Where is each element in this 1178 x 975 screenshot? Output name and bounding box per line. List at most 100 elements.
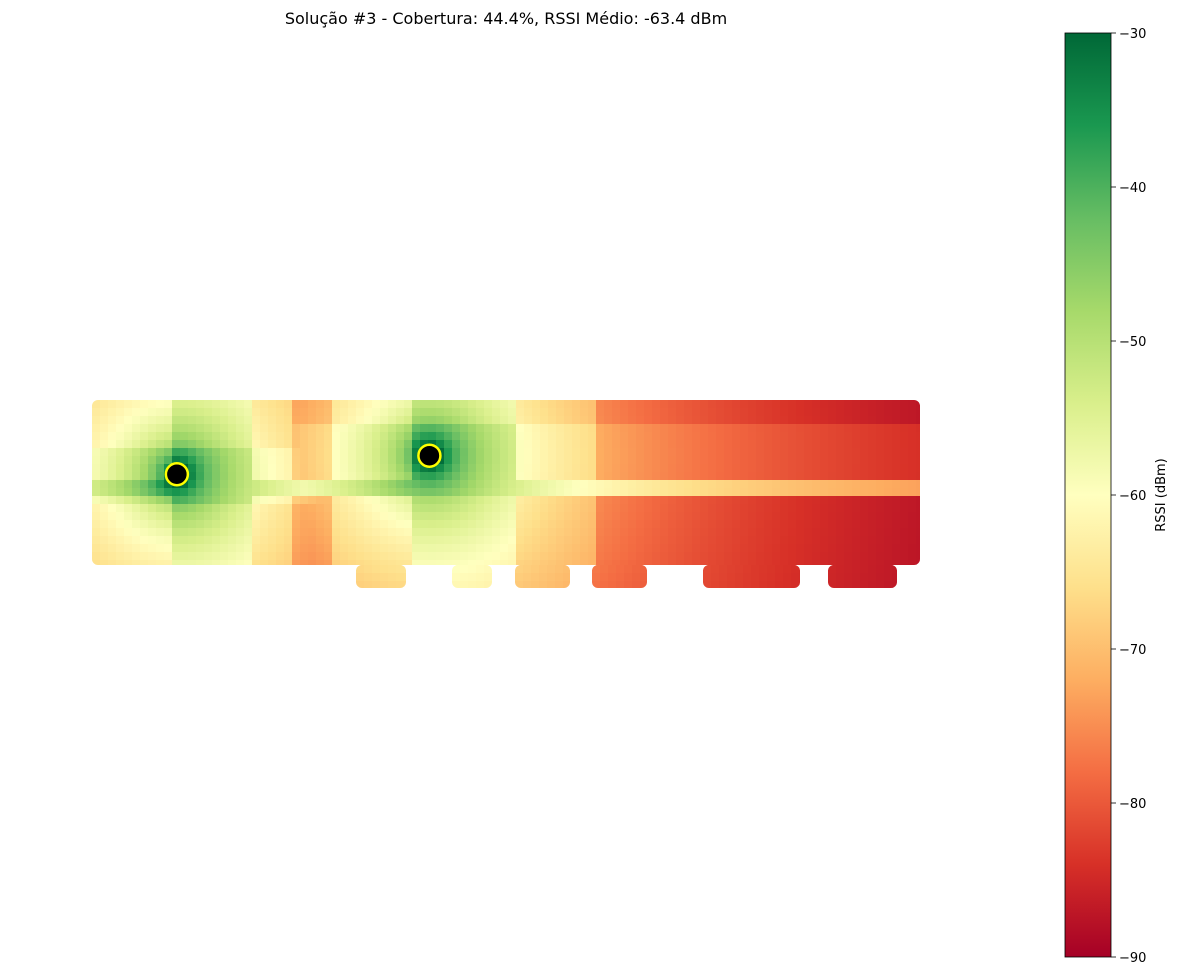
- heatmap-cell: [868, 432, 877, 441]
- heatmap-cell: [684, 480, 693, 489]
- heatmap-cell: [636, 480, 645, 489]
- heatmap-cell: [916, 416, 920, 425]
- heatmap-cell: [652, 552, 661, 561]
- heatmap-cell: [180, 416, 189, 425]
- heatmap-cell: [116, 520, 125, 529]
- heatmap-cell: [492, 408, 501, 417]
- heatmap-cell: [284, 488, 293, 497]
- heatmap-cell: [604, 456, 613, 465]
- heatmap-cell: [484, 520, 493, 529]
- heatmap-cell: [628, 424, 637, 433]
- heatmap-cell: [476, 408, 485, 417]
- heatmap-cell: [260, 456, 269, 465]
- heatmap-cell: [260, 488, 269, 497]
- heatmap-cell: [292, 560, 301, 569]
- heatmap-cell: [444, 544, 453, 553]
- heatmap-cell: [516, 496, 525, 505]
- heatmap-cell: [788, 424, 797, 433]
- heatmap-cell: [300, 560, 309, 569]
- heatmap-cell: [324, 472, 333, 481]
- heatmap-cell: [148, 432, 157, 441]
- heatmap-cell: [212, 488, 221, 497]
- heatmap-cell: [596, 408, 605, 417]
- heatmap-cell: [284, 400, 293, 409]
- heatmap-cell: [332, 448, 341, 457]
- heatmap-cell: [244, 488, 253, 497]
- heatmap-cell: [828, 520, 837, 529]
- heatmap-cell: [740, 432, 749, 441]
- heatmap-cell: [652, 416, 661, 425]
- heatmap-cell: [580, 456, 589, 465]
- heatmap-cell: [796, 496, 805, 505]
- heatmap-cell: [228, 496, 237, 505]
- heatmap-cell: [252, 408, 261, 417]
- heatmap-cell: [836, 480, 845, 489]
- heatmap-cell: [876, 552, 885, 561]
- heatmap-cell: [892, 440, 901, 449]
- heatmap-cell: [156, 448, 165, 457]
- heatmap-cell: [444, 432, 453, 441]
- heatmap-cell: [724, 512, 733, 521]
- heatmap-cell: [164, 544, 173, 553]
- heatmap-cell: [684, 488, 693, 497]
- heatmap-cell: [156, 416, 165, 425]
- heatmap-cell: [780, 400, 789, 409]
- heatmap-cell: [492, 512, 501, 521]
- heatmap-cell: [148, 408, 157, 417]
- heatmap-cell: [500, 512, 509, 521]
- heatmap-cell: [644, 552, 653, 561]
- heatmap-cell: [388, 504, 397, 513]
- heatmap-cell: [564, 400, 573, 409]
- heatmap-cell: [396, 573, 405, 582]
- heatmap-cell: [588, 440, 597, 449]
- heatmap-cell: [540, 432, 549, 441]
- heatmap-cell: [580, 496, 589, 505]
- heatmap-cell: [548, 512, 557, 521]
- heatmap-cell: [388, 520, 397, 529]
- heatmap-cell: [420, 528, 429, 537]
- heatmap-cell: [252, 504, 261, 513]
- heatmap-cell: [484, 400, 493, 409]
- heatmap-cell: [196, 408, 205, 417]
- heatmap-cell: [284, 480, 293, 489]
- access-point-marker: [164, 462, 190, 487]
- heatmap-cell: [420, 408, 429, 417]
- heatmap-cell: [276, 560, 285, 569]
- heatmap-cell: [484, 432, 493, 441]
- heatmap-cell: [820, 504, 829, 513]
- heatmap-cell: [876, 520, 885, 529]
- heatmap-cell: [108, 520, 117, 529]
- heatmap-cell: [476, 512, 485, 521]
- heatmap-cell: [452, 504, 461, 513]
- heatmap-cell: [148, 512, 157, 521]
- heatmap-cell: [140, 552, 149, 561]
- heatmap-cell: [140, 488, 149, 497]
- heatmap-cell: [860, 464, 869, 473]
- heatmap-cell: [844, 573, 853, 582]
- heatmap-cell: [644, 416, 653, 425]
- heatmap-cell: [604, 424, 613, 433]
- heatmap-cell: [703, 573, 712, 582]
- heatmap-cell: [644, 560, 653, 569]
- heatmap-cell: [515, 573, 524, 582]
- heatmap-cell: [716, 552, 725, 561]
- heatmap-cell: [732, 520, 741, 529]
- heatmap-cell: [564, 464, 573, 473]
- heatmap-cell: [516, 440, 525, 449]
- heatmap-cell: [332, 424, 341, 433]
- heatmap-cell: [908, 480, 917, 489]
- heatmap-cell: [124, 472, 133, 481]
- heatmap-cell: [508, 544, 517, 553]
- heatmap-cell: [908, 472, 917, 481]
- heatmap-cell: [380, 504, 389, 513]
- heatmap-cell: [332, 440, 341, 449]
- heatmap-cell: [332, 552, 341, 561]
- heatmap-cell: [764, 424, 773, 433]
- heatmap-cell: [388, 581, 397, 588]
- heatmap-cell: [716, 504, 725, 513]
- heatmap-cell: [916, 432, 920, 441]
- heatmap-cell: [644, 488, 653, 497]
- heatmap-cell: [772, 416, 781, 425]
- heatmap-cell: [628, 472, 637, 481]
- heatmap-cell: [388, 552, 397, 561]
